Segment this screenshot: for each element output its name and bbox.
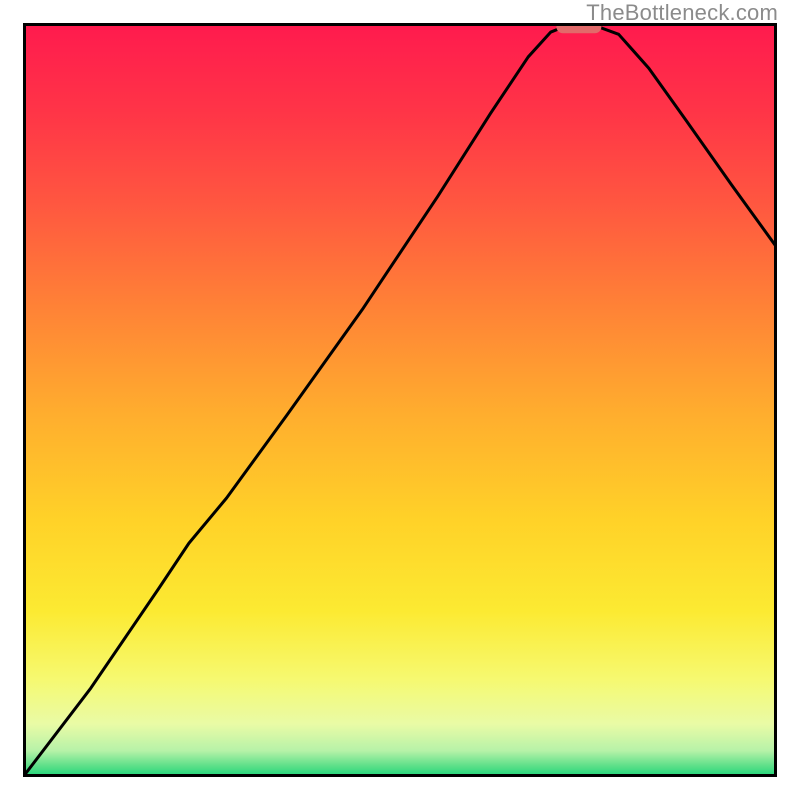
plot-area xyxy=(23,23,777,777)
attribution-text: TheBottleneck.com xyxy=(586,0,778,26)
curve-line xyxy=(23,23,777,777)
chart-frame: TheBottleneck.com xyxy=(0,0,800,800)
